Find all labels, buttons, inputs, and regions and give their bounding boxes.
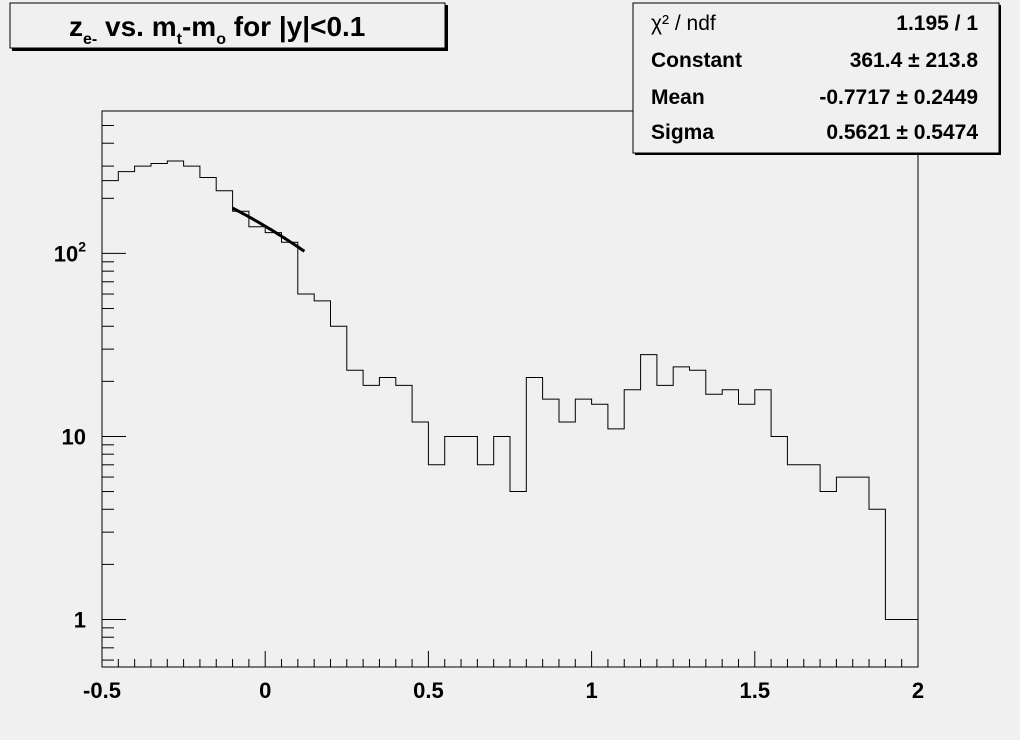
title-vs: vs. m [97,11,176,42]
stats-mean-label: Mean [651,86,705,109]
title-tail: for |y|<0.1 [226,11,365,42]
x-tick-label: 1 [585,678,597,703]
stats-constant-value: 361.4 ± 213.8 [850,49,979,72]
title-mt-sub: t [177,31,183,48]
x-tick-label: 0.5 [413,678,444,703]
y-tick-base: 10 [54,241,78,266]
y-tick-label: 1 [74,607,86,632]
fit-curve [231,206,306,253]
title-box-shadow-side [445,5,448,51]
x-tick-label: 0 [259,678,271,703]
title-box-shadow [12,48,447,51]
x-tick-label: 2 [912,678,924,703]
stats-chi2-value: 1.195 / 1 [896,12,978,35]
y-tick-label: 10 [62,424,86,449]
stats-mean-value: -0.7717 ± 0.2449 [819,86,978,109]
stats-box-border [632,2,1000,154]
x-tick-label: -0.5 [83,678,121,703]
title-z: z [69,11,83,42]
stats-box-shadow [635,153,1001,155]
stats-constant-label: Constant [651,49,742,72]
stats-sigma-label: Sigma [651,121,714,144]
title-mo-sub: o [216,31,226,48]
stats-chi2-label: χ² / ndf [651,12,716,35]
stats-box: χ² / ndf 1.195 / 1 Constant 361.4 ± 213.… [632,2,1001,155]
title-dash: -m [182,11,216,42]
histogram-outline [102,160,919,667]
histogram [102,160,919,667]
x-tick-label: 1.5 [740,678,771,703]
y-tick-exponent: 2 [78,238,86,254]
stats-sigma-value: 0.5621 ± 0.5474 [826,121,978,144]
plot-frame [101,110,919,668]
y-tick-label: 102 [54,238,86,266]
title-box: ze- vs. mt-mo for |y|<0.1 [9,2,448,51]
title-z-sub: e- [83,31,97,48]
gaussian-fit-line [231,206,306,253]
stats-box-shadow-side [999,5,1001,155]
chart-title: ze- vs. mt-mo for |y|<0.1 [69,11,365,48]
